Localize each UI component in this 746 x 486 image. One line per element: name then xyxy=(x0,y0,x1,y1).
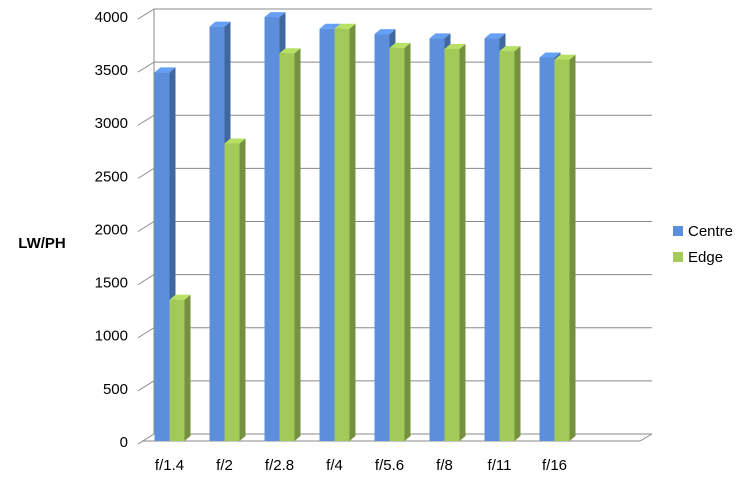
bar-top xyxy=(554,54,576,60)
tick-mark xyxy=(137,8,155,20)
bar xyxy=(374,34,390,441)
x-tick-label: f/2.8 xyxy=(265,457,294,474)
x-tick-label: f/2 xyxy=(216,457,233,474)
bar-top xyxy=(389,42,411,48)
x-tick-label: f/11 xyxy=(488,457,512,474)
tick-mark xyxy=(137,327,155,339)
bar-side xyxy=(239,138,246,441)
y-tick-label: 0 xyxy=(120,434,128,451)
bar-side xyxy=(404,42,411,441)
legend-label: Edge xyxy=(688,249,723,266)
x-tick-label: f/8 xyxy=(436,457,453,474)
bar xyxy=(154,72,170,441)
legend-swatch xyxy=(673,252,683,262)
bar-top xyxy=(209,21,231,27)
bar-side xyxy=(514,46,521,441)
bar-top xyxy=(154,67,176,73)
tick-mark xyxy=(137,61,155,73)
bar-top xyxy=(429,33,451,39)
y-tick-label: 1500 xyxy=(95,275,128,292)
bar-top xyxy=(374,29,396,35)
y-tick-label: 3000 xyxy=(95,115,128,132)
bar xyxy=(334,28,350,441)
tick-mark xyxy=(137,221,155,232)
bar-side xyxy=(459,43,466,441)
x-tick-label: f/1.4 xyxy=(155,457,184,474)
bar xyxy=(539,57,555,441)
legend-label: Centre xyxy=(688,223,733,240)
tick-mark xyxy=(137,167,155,179)
bar xyxy=(319,28,335,441)
bar-top xyxy=(444,43,466,49)
floor-edge xyxy=(639,433,653,442)
legend-swatch xyxy=(673,226,683,236)
tick-mark xyxy=(137,274,155,286)
bar-top xyxy=(539,52,561,58)
y-axis-label: LW/PH xyxy=(18,235,66,252)
y-tick-label: 3500 xyxy=(95,62,128,79)
bar xyxy=(279,53,295,441)
bar xyxy=(169,299,185,441)
bar-top xyxy=(334,23,356,29)
x-tick-label: f/5.6 xyxy=(375,457,404,474)
bar xyxy=(554,59,570,441)
y-tick-label: 1000 xyxy=(95,328,128,345)
bar xyxy=(209,26,225,441)
y-tick-label: 4000 xyxy=(95,9,128,26)
bar-top xyxy=(264,12,286,18)
bar-side xyxy=(349,23,356,441)
bar-top xyxy=(224,138,246,144)
bar-top xyxy=(319,23,341,29)
bar xyxy=(389,47,405,441)
bar-top xyxy=(279,48,301,54)
bar xyxy=(224,143,240,441)
x-tick-label: f/16 xyxy=(542,457,567,474)
tick-mark xyxy=(137,114,155,126)
bar xyxy=(484,38,500,441)
bar-top xyxy=(499,46,521,52)
bar xyxy=(499,51,515,441)
y-tick-label: 2000 xyxy=(95,221,128,238)
x-tick-label: f/4 xyxy=(326,457,343,474)
y-tick-label: 2500 xyxy=(95,168,128,185)
bar xyxy=(429,38,445,441)
bar-side xyxy=(294,48,301,441)
y-tick-label: 500 xyxy=(103,381,128,398)
bar xyxy=(264,17,280,441)
bar-top xyxy=(169,294,191,300)
bar-top xyxy=(484,33,506,39)
tick-mark xyxy=(137,380,155,392)
bar xyxy=(444,48,460,441)
bar-side xyxy=(184,294,191,441)
bar-side xyxy=(569,54,576,441)
tick-mark xyxy=(137,433,155,445)
